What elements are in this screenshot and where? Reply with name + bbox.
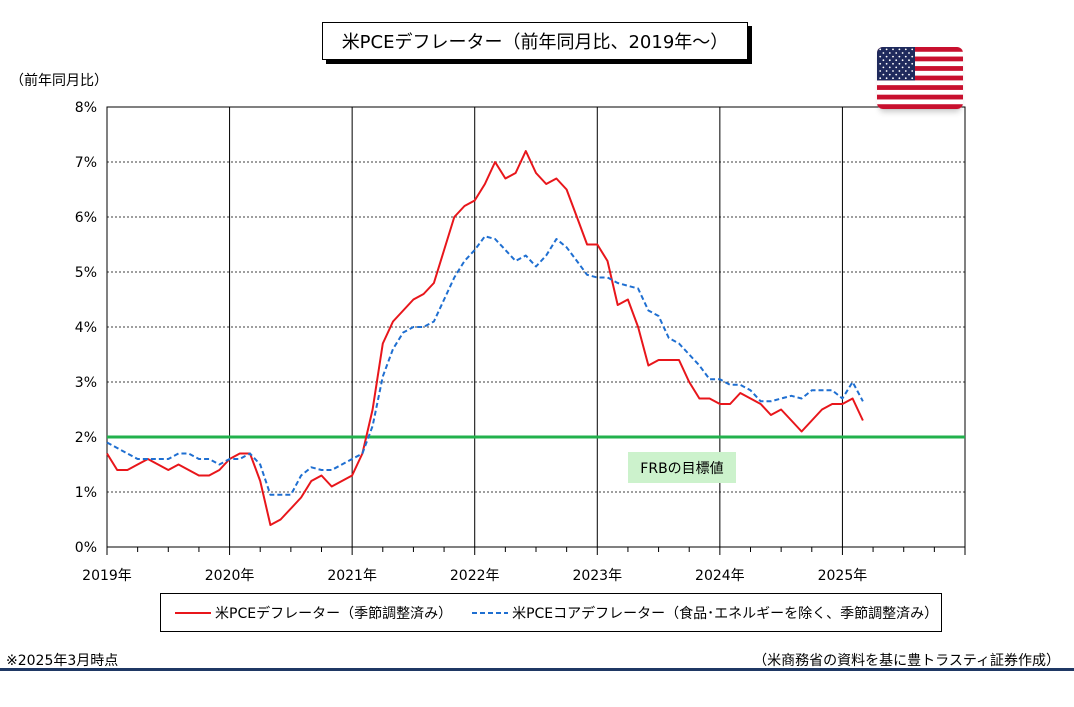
- legend-swatch-pce: [175, 611, 211, 614]
- y-tick-label: 4%: [75, 320, 97, 336]
- source-note: （米商務省の資料を基に豊トラスティ証券作成）: [753, 653, 1060, 669]
- x-tick-label: 2021年: [327, 568, 377, 584]
- y-tick-label: 7%: [75, 155, 97, 171]
- frb-target-label: FRBの目標値: [628, 452, 736, 483]
- legend-item-core: 米PCEコアデフレーター（食品･エネルギーを除く、季節調整済み）: [472, 603, 938, 623]
- legend-item-pce: 米PCEデフレーター（季節調整済み）: [175, 603, 452, 623]
- y-axis-unit-label: （前年同月比）: [10, 73, 108, 89]
- plot-frame: [106, 106, 966, 548]
- y-tick-label: 2%: [75, 430, 97, 446]
- x-tick-label: 2019年: [82, 568, 132, 584]
- y-tick-label: 5%: [75, 265, 97, 281]
- legend-label-core: 米PCEコアデフレーター（食品･エネルギーを除く、季節調整済み）: [512, 605, 939, 622]
- x-tick-label: 2023年: [572, 568, 622, 584]
- y-tick-label: 0%: [75, 540, 97, 556]
- flag-reflection: [877, 110, 963, 126]
- series-line-pce: [106, 150, 864, 526]
- x-tick-label: 2024年: [695, 568, 745, 584]
- y-tick-label: 6%: [75, 210, 97, 226]
- x-tick-label: 2025年: [818, 568, 868, 584]
- y-tick-label: 3%: [75, 375, 97, 391]
- x-tick-label: 2022年: [450, 568, 500, 584]
- chart-legend: 米PCEデフレーター（季節調整済み） 米PCEコアデフレーター（食品･エネルギー…: [160, 593, 942, 632]
- x-tick-label: 2020年: [205, 568, 255, 584]
- legend-label-pce: 米PCEデフレーター（季節調整済み）: [215, 605, 453, 622]
- chart-title: 米PCEデフレーター（前年同月比、2019年～）: [322, 22, 748, 60]
- y-tick-label: 8%: [75, 100, 97, 116]
- us-flag-icon: [877, 47, 963, 109]
- data-as-of-note: ※2025年3月時点: [6, 653, 119, 669]
- series-line-core-pce: [106, 235, 864, 496]
- chart-axes: 0% 1% 2% 3% 4% 5% 6% 7% 8% 2019年 2020年 2021年 2022年 20…: [75, 100, 966, 584]
- series-layer: [106, 150, 864, 526]
- footer-rule: [0, 668, 1074, 671]
- legend-swatch-core: [472, 611, 509, 614]
- y-tick-label: 1%: [75, 485, 97, 501]
